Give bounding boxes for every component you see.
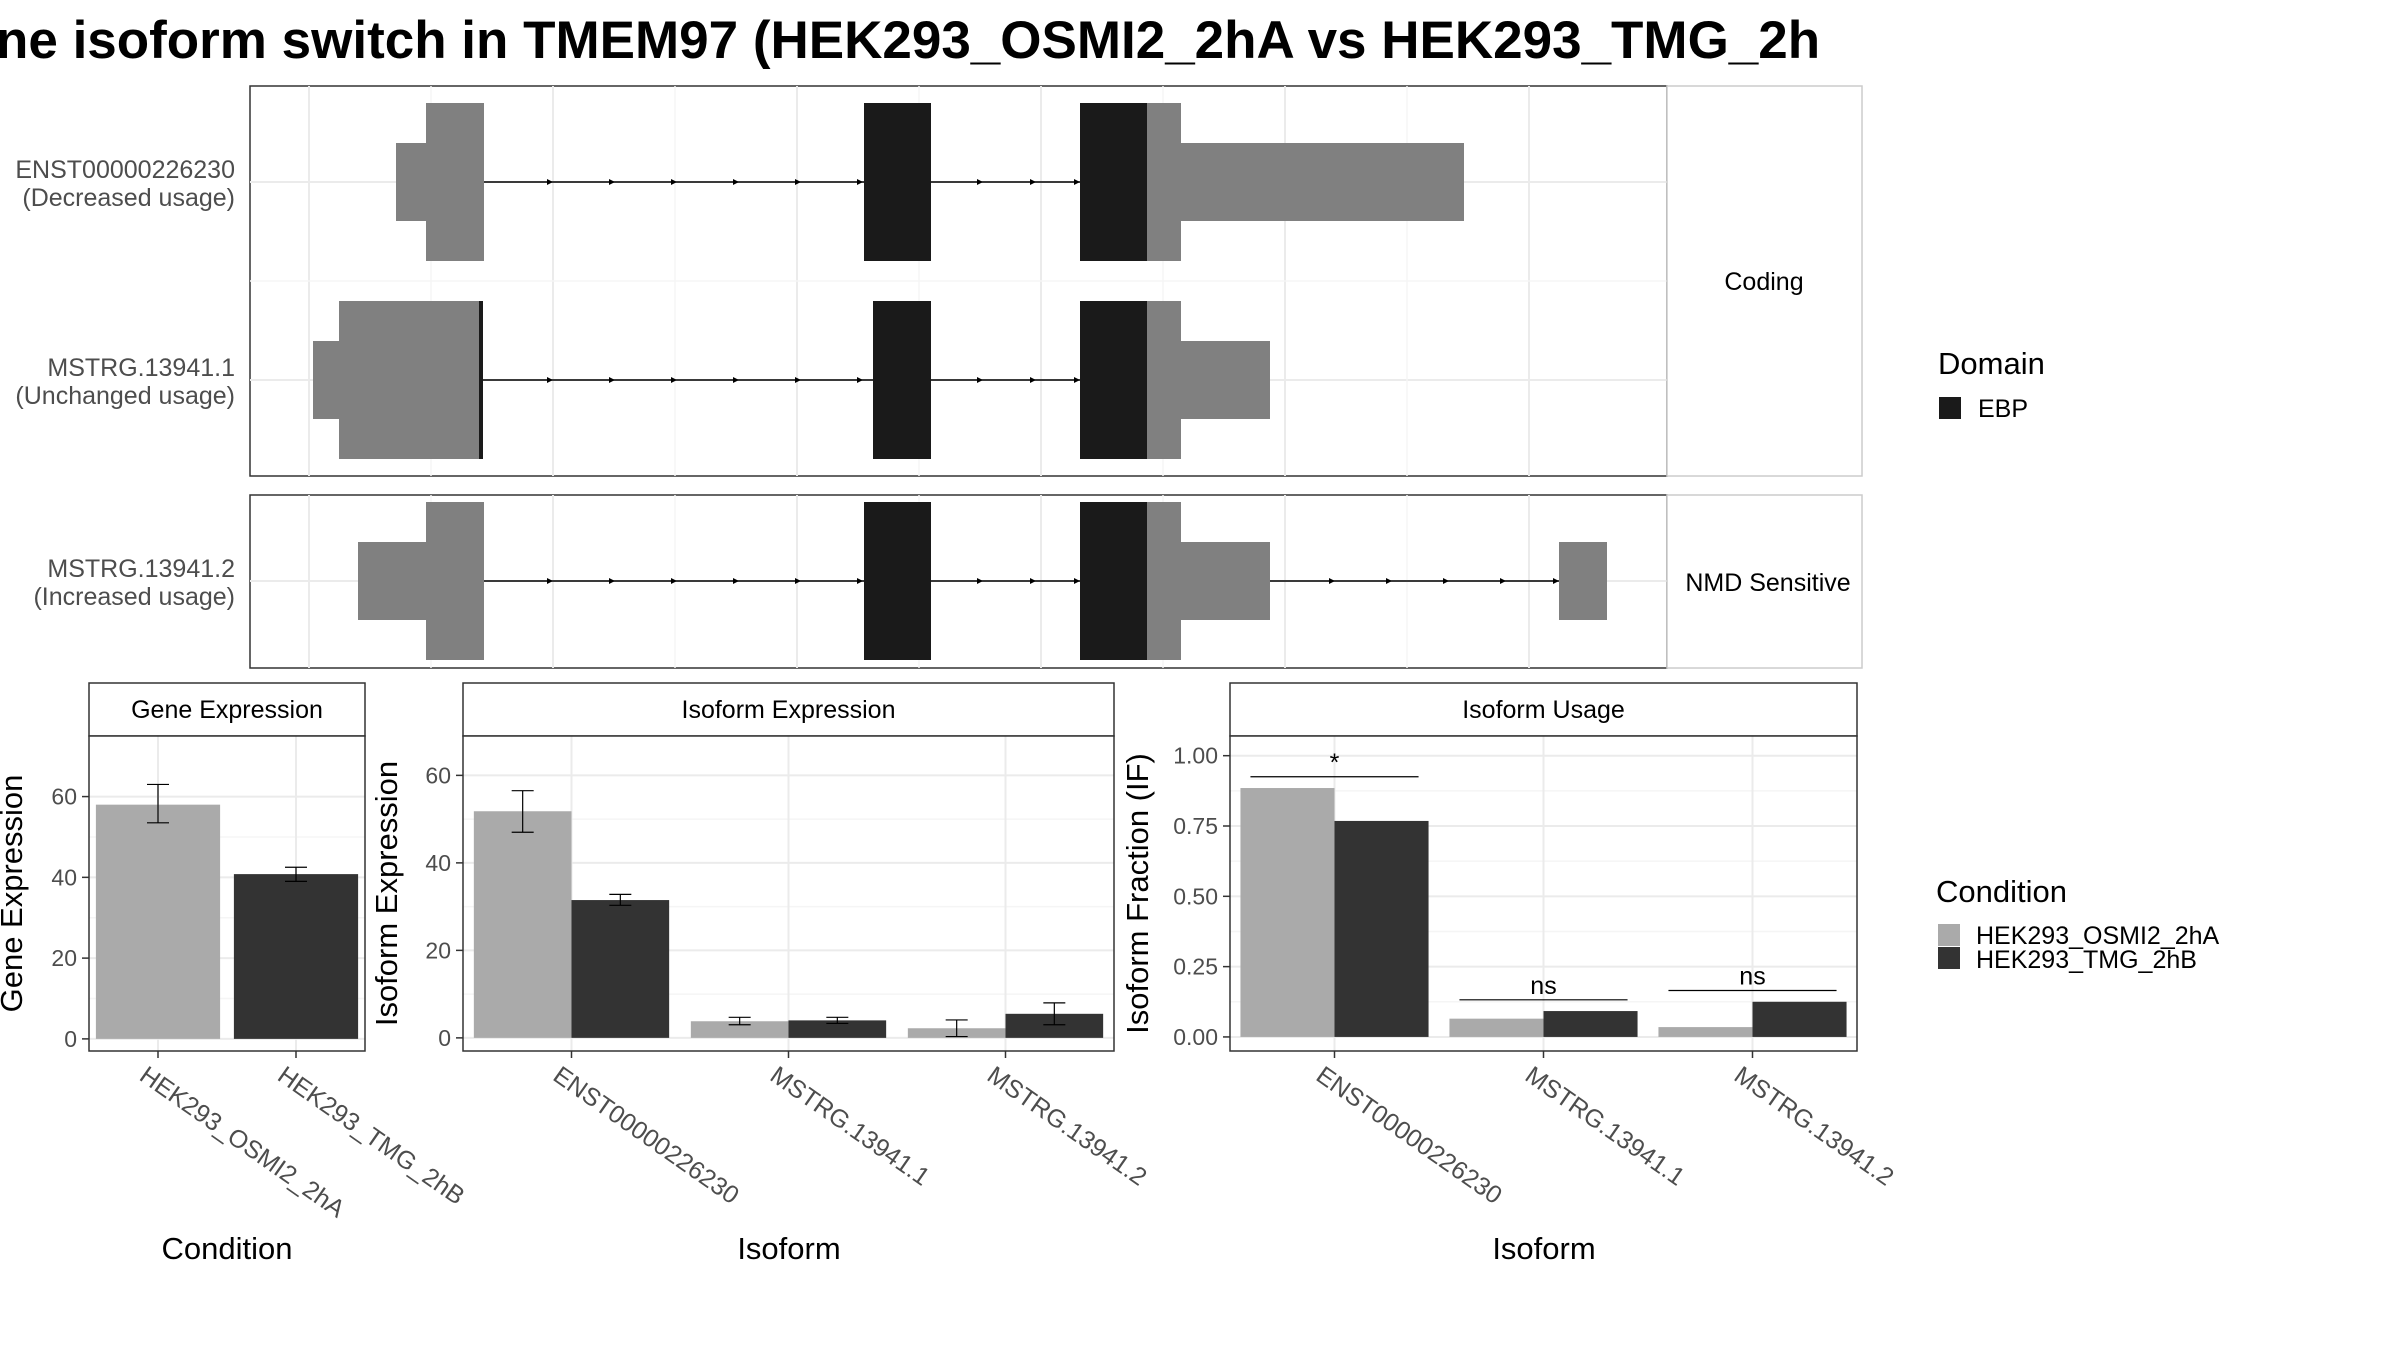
isoform-expression-chart: Isoform Expression 0 20 40 60 ENST00000226230… bbox=[369, 682, 1152, 1266]
x-axis-title: Isoform bbox=[1492, 1231, 1595, 1266]
bar bbox=[788, 1020, 887, 1038]
intron-arrows bbox=[547, 179, 1080, 185]
intron-arrows bbox=[547, 578, 1559, 584]
y-tick-label: 1.00 bbox=[1173, 743, 1218, 769]
y-tick-label: 0 bbox=[64, 1026, 77, 1052]
y-axis-title: Gene Expression bbox=[0, 775, 29, 1013]
y-tick-label: 0.50 bbox=[1173, 883, 1218, 909]
condition-legend-title: Condition bbox=[1936, 874, 2067, 909]
transcript-label-id: ENST00000226230 bbox=[15, 156, 235, 184]
transcript-label-id: MSTRG.13941.1 bbox=[47, 354, 235, 382]
panel-strip bbox=[462, 682, 1115, 737]
y-tick-label: 0.25 bbox=[1173, 954, 1218, 980]
domain-legend-label: EBP bbox=[1978, 395, 2028, 423]
transcript-panels: Coding bbox=[15, 85, 1863, 669]
x-tick-label: MSTRG.13941.1 bbox=[1520, 1061, 1690, 1192]
y-tick-label: 40 bbox=[425, 850, 451, 876]
y-tick-label: 20 bbox=[51, 945, 77, 971]
bar bbox=[473, 811, 572, 1038]
panel-strip bbox=[1229, 682, 1858, 737]
domain-legend: Domain EBP bbox=[1938, 346, 2045, 423]
coding-strip bbox=[1666, 85, 1863, 477]
transcript-mstrg-13941-1 bbox=[313, 301, 1270, 459]
condition-legend: Condition HEK293_OSMI2_2hA HEK293_TMG_2h… bbox=[1936, 874, 2220, 974]
bar bbox=[1240, 788, 1335, 1037]
panel-strip-title: Isoform Usage bbox=[1462, 696, 1625, 724]
x-axis-title: Condition bbox=[162, 1231, 293, 1266]
transcript-label-usage: (Increased usage) bbox=[33, 583, 235, 611]
y-tick-label: 40 bbox=[51, 864, 77, 890]
transcript-label-usage: (Decreased usage) bbox=[22, 184, 235, 212]
bar bbox=[1543, 1011, 1638, 1037]
bar bbox=[95, 804, 221, 1039]
isoform-usage-chart: Isoform Usage 0.00 0.25 0.50 0.75 1.00 * ns ns EN… bbox=[1120, 682, 1899, 1266]
bar bbox=[1752, 1001, 1847, 1037]
significance-label: * bbox=[1330, 749, 1340, 777]
bar bbox=[1449, 1018, 1544, 1037]
transcript-label-id: MSTRG.13941.2 bbox=[47, 555, 235, 583]
bar bbox=[233, 874, 359, 1039]
bar bbox=[1658, 1027, 1753, 1037]
transcript-label-usage: (Unchanged usage) bbox=[15, 382, 235, 410]
panel-strip-title: Gene Expression bbox=[131, 696, 323, 724]
y-tick-label: 0 bbox=[438, 1025, 451, 1051]
condition-legend-key bbox=[1938, 947, 1960, 969]
y-tick-label: 0.75 bbox=[1173, 813, 1218, 839]
y-axis-title: Isoform Fraction (IF) bbox=[1120, 753, 1155, 1034]
x-tick-label: MSTRG.13941.1 bbox=[765, 1061, 935, 1192]
bar bbox=[571, 900, 670, 1038]
y-tick-label: 0.00 bbox=[1173, 1024, 1218, 1050]
condition-legend-label: HEK293_OSMI2_2hA bbox=[1976, 922, 2220, 950]
x-tick-label: ENST00000226230 bbox=[548, 1061, 744, 1210]
significance-label: ns bbox=[1739, 963, 1765, 991]
coding-strip-label: Coding bbox=[1724, 268, 1803, 296]
transcript-mstrg-13941-2 bbox=[358, 502, 1607, 660]
x-tick-label: MSTRG.13941.2 bbox=[1729, 1061, 1899, 1192]
y-tick-label: 20 bbox=[425, 937, 451, 963]
bar bbox=[1334, 820, 1429, 1037]
y-tick-label: 60 bbox=[51, 784, 77, 810]
intron-arrows bbox=[547, 377, 1080, 383]
significance-label: ns bbox=[1530, 972, 1556, 1000]
panel-strip bbox=[88, 682, 366, 737]
condition-legend-label: HEK293_TMG_2hB bbox=[1976, 946, 2197, 974]
nmd-strip bbox=[1666, 494, 1863, 669]
x-axis-title: Isoform bbox=[737, 1231, 840, 1266]
bar bbox=[690, 1021, 789, 1038]
domain-legend-title: Domain bbox=[1938, 346, 2045, 381]
panel-strip-title: Isoform Expression bbox=[682, 696, 896, 724]
y-tick-label: 60 bbox=[425, 762, 451, 788]
x-tick-label: ENST00000226230 bbox=[1311, 1061, 1507, 1210]
transcript-enst00000226230 bbox=[396, 103, 1464, 261]
y-axis-title: Isoform Expression bbox=[369, 761, 404, 1026]
condition-legend-key bbox=[1938, 924, 1960, 946]
plot-border bbox=[88, 735, 366, 1052]
domain-legend-key bbox=[1939, 397, 1961, 419]
nmd-strip-label: NMD Sensitive bbox=[1685, 569, 1850, 597]
x-tick-label: MSTRG.13941.2 bbox=[982, 1061, 1152, 1192]
figure-title: ne isoform switch in TMEM97 (HEK293_OSMI… bbox=[0, 11, 1820, 70]
